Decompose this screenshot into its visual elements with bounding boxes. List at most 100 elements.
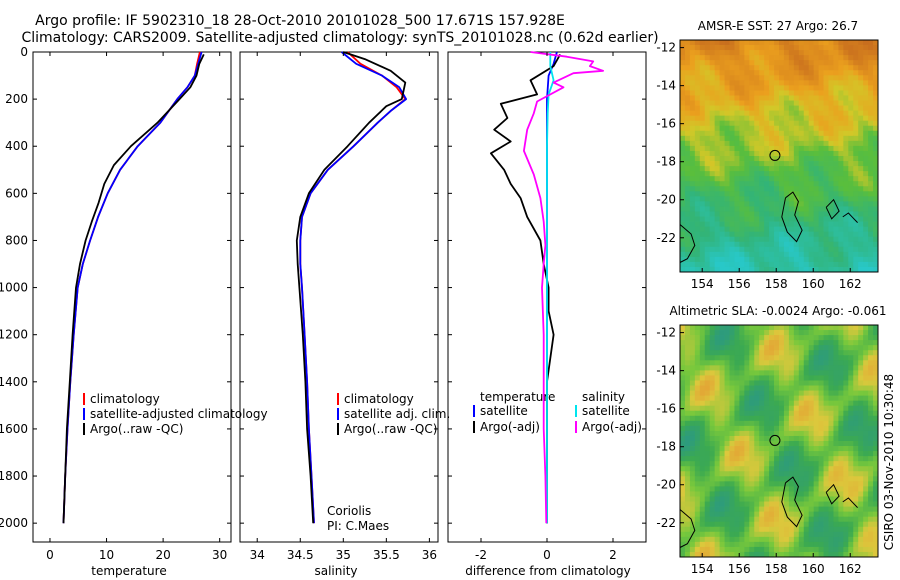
heatmap-cell [803,261,810,268]
heatmap-cell [734,216,740,222]
heatmap-cell [769,415,775,422]
heatmap-cell [694,156,701,162]
heatmap-cell [823,176,829,182]
heatmap-cell [843,266,849,273]
heatmap-cell [808,105,815,112]
heatmap-cell [744,481,750,487]
heatmap-cell [729,105,735,112]
heatmap-cell [868,241,874,248]
heatmap-cell [689,261,696,268]
heatmap-cell [719,75,725,81]
heatmap-cell [808,40,815,46]
heatmap-cell [689,405,696,412]
heatmap-cell [833,526,839,533]
heatmap-cell [833,400,839,407]
heatmap-cell [699,486,706,492]
heatmap-cell [724,130,730,137]
heatmap-cell [823,70,829,76]
heatmap-cell [823,55,829,61]
heatmap-cell [853,221,859,228]
heatmap-cell [699,261,706,268]
heatmap-cell [779,531,785,538]
heatmap-cell [828,521,834,528]
heatmap-cell [788,125,795,132]
heatmap-cell [848,135,854,142]
heatmap-cell [813,55,819,61]
heatmap-cell [680,85,686,91]
heatmap-cell [744,521,750,528]
heatmap-cell [739,231,745,238]
heatmap-cell [734,45,740,51]
heatmap-cell [709,55,716,61]
heatmap-cell [729,196,735,202]
heatmap-cell [734,206,740,212]
heatmap-cell [828,526,834,533]
heatmap-cell [863,506,869,513]
heatmap-cell [863,395,869,402]
heatmap-cell [853,226,859,233]
heatmap-cell [680,150,686,157]
heatmap-cell [868,506,874,513]
heatmap-cell [709,330,716,336]
heatmap-cell [689,45,696,51]
heatmap-cell [684,350,691,356]
heatmap-cell [684,145,691,152]
heatmap-cell [689,335,696,341]
heatmap-cell [779,471,785,477]
heatmap-cell [719,181,725,187]
sst-map-panel: AMSR-E SST: 27 Argo: 26.7 154 156 158 160 16… [656,19,879,291]
heatmap-cell [749,360,755,366]
heatmap-cell [858,375,864,381]
heatmap-cell [724,546,730,553]
heatmap-cell [843,365,849,371]
heatmap-cell [739,511,745,518]
heatmap-cell [818,236,824,243]
heatmap-cell [813,85,819,91]
heatmap-cell [858,236,864,243]
heatmap-cell [680,526,686,533]
heatmap-cell [769,476,775,482]
heatmap-cell [863,360,869,366]
heatmap-cell [798,125,805,132]
heatmap-cell [828,456,834,462]
heatmap-cell [843,246,849,253]
heatmap-cell [798,95,805,101]
heatmap-cell [868,75,874,81]
heatmap-cell [754,380,760,386]
heatmap-cell [759,140,765,147]
heatmap-cell [744,261,750,268]
heatmap-cell [868,395,874,402]
heatmap-cell [823,461,829,467]
heatmap-cell [779,115,785,122]
heatmap-cell [704,476,711,482]
heatmap-cell [744,516,750,523]
y-tick-label: -14 [656,364,676,378]
heatmap-cell [828,425,834,432]
heatmap-cell [724,75,730,81]
heatmap-cell [754,456,760,462]
heatmap-cell [793,330,800,336]
legend-label-satellite: satellite-adjusted climatology [90,407,268,421]
heatmap-cell [873,511,879,518]
heatmap-cell [694,531,701,538]
heatmap-cell [863,105,869,112]
heatmap-cell [774,345,780,351]
heatmap-cell [754,130,760,137]
heatmap-cell [704,266,711,273]
heatmap-cell [798,471,805,477]
heatmap-cell [823,231,829,238]
heatmap-cell [873,350,879,356]
heatmap-cell [779,350,785,356]
heatmap-cell [719,201,725,207]
heatmap-cell [848,456,854,462]
heatmap-cell [704,526,711,533]
heatmap-cell [853,105,859,112]
heatmap-cell [694,501,701,507]
heatmap-cell [803,476,810,482]
heatmap-cell [793,150,800,157]
heatmap-cell [704,400,711,407]
heatmap-cell [818,340,824,346]
heatmap-cell [769,181,775,187]
heatmap-cell [764,196,770,202]
heatmap-cell [689,496,696,502]
